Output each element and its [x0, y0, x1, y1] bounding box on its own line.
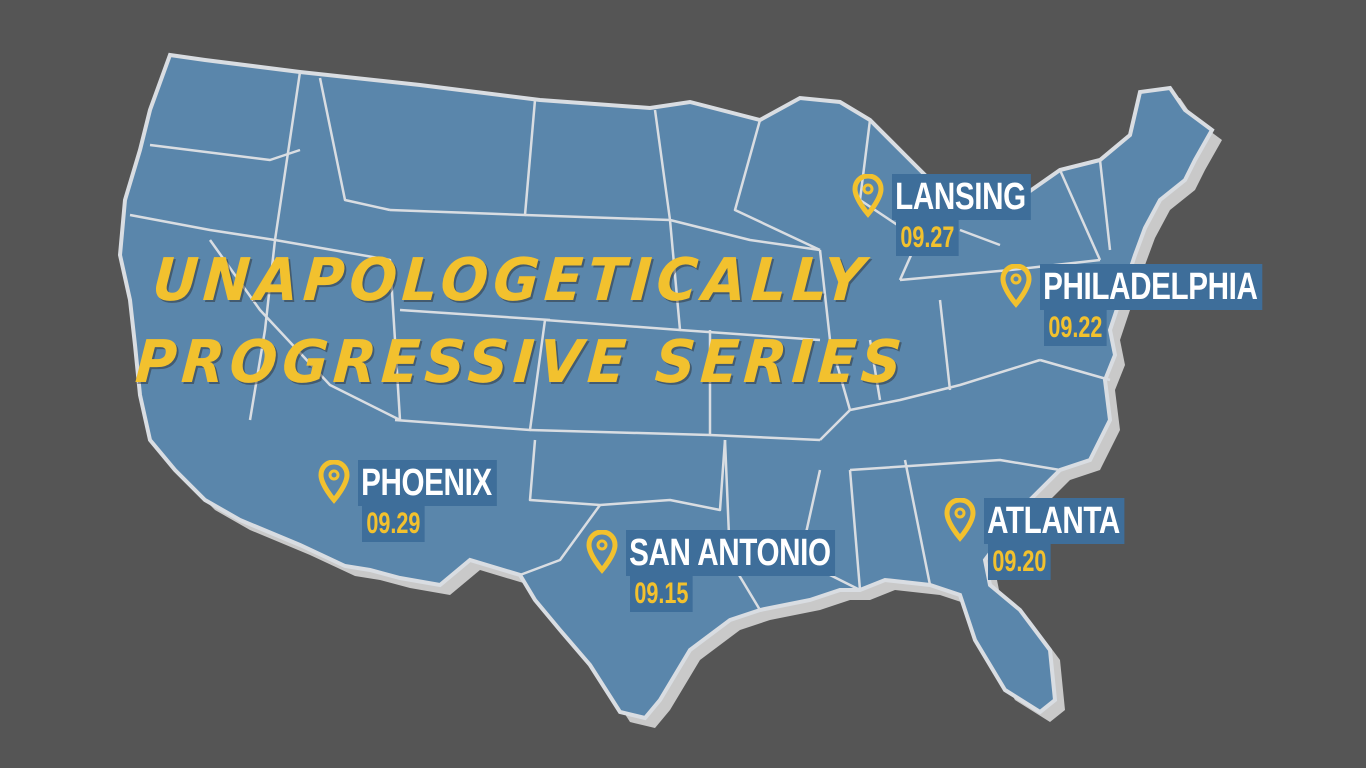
map-pin-icon: [1000, 264, 1032, 308]
date-label: 09.27: [896, 220, 959, 256]
map-pin-icon: [586, 530, 618, 574]
date-label: 09.22: [1044, 310, 1107, 346]
map-pin-icon: [852, 174, 884, 218]
map-pin-icon: [318, 460, 350, 504]
title-line-2: PROGRESSIVE SERIES: [133, 328, 909, 397]
map-pin-icon: [944, 498, 976, 542]
city-label: ATLANTA: [984, 498, 1125, 544]
city-label: SAN ANTONIO: [626, 530, 836, 576]
city-label: PHILADELPHIA: [1040, 264, 1263, 310]
date-label: 09.15: [630, 576, 693, 612]
date-label: 09.20: [988, 544, 1051, 580]
date-label: 09.29: [362, 506, 425, 542]
city-label: LANSING: [892, 174, 1031, 220]
city-label: PHOENIX: [358, 460, 497, 506]
